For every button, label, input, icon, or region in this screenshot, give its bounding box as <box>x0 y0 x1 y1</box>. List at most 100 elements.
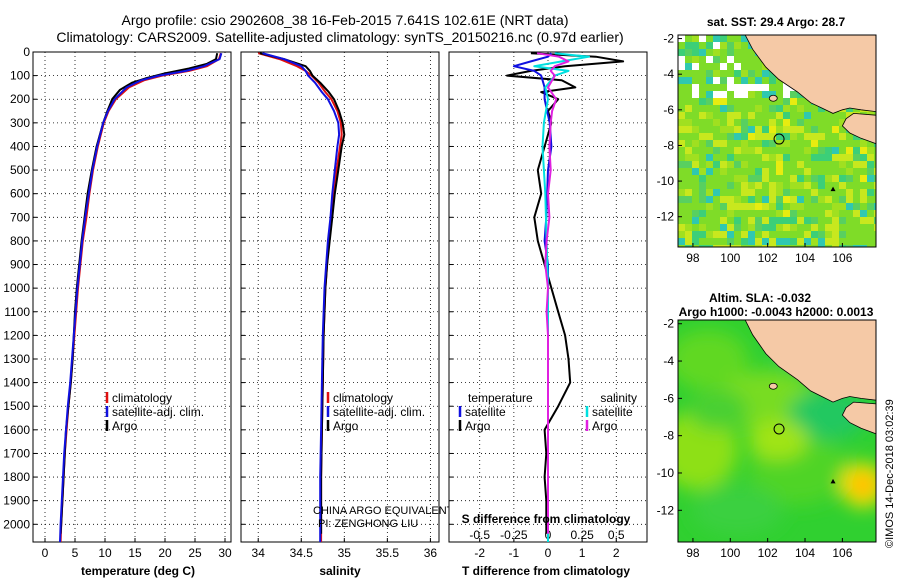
sst-map-cell <box>678 231 685 238</box>
sst-map-cell <box>713 189 720 196</box>
difference-panel: -2 -1 0 1 2-0.5 -0.25 0 0.25 0.5temperaturesatel… <box>448 51 648 578</box>
sst-map-cell <box>860 196 867 203</box>
sst-map-cell <box>755 175 762 182</box>
sst-map-cell <box>832 154 839 161</box>
sst-map-cell <box>699 189 706 196</box>
sst-map-cell <box>720 245 727 247</box>
depth-tick-label: 1300 <box>3 352 30 366</box>
sst-map-cell <box>720 126 727 133</box>
depth-tick-label: 1100 <box>4 305 30 319</box>
sst-map-island <box>768 94 778 102</box>
sst-map-cell <box>776 238 783 245</box>
difference-xtick-label: 0 <box>545 546 552 560</box>
sst-map-cell <box>804 231 811 238</box>
sst-map-cell <box>825 196 832 203</box>
sst-map-xtick-label: 102 <box>758 251 778 265</box>
sst-map-cell <box>776 168 783 175</box>
sst-map-cell <box>748 133 755 140</box>
sst-map-cell <box>853 161 860 168</box>
sst-map-cell <box>853 147 860 154</box>
sst-map-cell <box>706 98 713 105</box>
sst-map-cell <box>755 217 762 224</box>
sst-map-cell <box>741 161 748 168</box>
sst-map-sumatra-land <box>744 35 876 114</box>
sst-map-cell <box>839 231 846 238</box>
sst-map-cell <box>818 175 825 182</box>
sst-map-cell <box>762 154 769 161</box>
sst-map-cell <box>839 217 846 224</box>
sst-map-cell <box>713 245 720 247</box>
sst-map-cell <box>839 175 846 182</box>
sst-map-cell <box>846 189 853 196</box>
sst-map-cell <box>741 126 748 133</box>
sst-map-cell <box>804 147 811 154</box>
sst-map-cell <box>790 224 797 231</box>
sst-map-cell <box>762 126 769 133</box>
sst-map-cell <box>706 140 713 147</box>
sst-map-cell <box>706 133 713 140</box>
sst-map-cell <box>692 42 699 49</box>
temperature-xtick-label: 15 <box>128 546 142 560</box>
sst-map-cell <box>811 126 818 133</box>
sst-map-cell <box>748 196 755 203</box>
sst-map-cell <box>713 42 720 49</box>
sst-map-cell <box>748 217 755 224</box>
sst-map-cell <box>783 133 790 140</box>
sst-map-cell <box>874 224 876 231</box>
sst-map-cell <box>811 238 818 245</box>
sst-map-cell <box>825 154 832 161</box>
sst-map-cell <box>734 196 741 203</box>
sst-map-cell <box>755 238 762 245</box>
sst-map-cell <box>720 161 727 168</box>
sst-map-cell <box>797 182 804 189</box>
sst-map-cell <box>846 245 853 247</box>
sst-map-cell <box>839 203 846 210</box>
sst-map-cell <box>734 217 741 224</box>
sst-map-cell <box>783 112 790 119</box>
sst-map-cell <box>769 189 776 196</box>
sst-map-cell <box>769 224 776 231</box>
sst-map-cell <box>755 203 762 210</box>
sst-map-cell <box>685 196 692 203</box>
depth-tick-label: 100 <box>10 69 30 83</box>
sla-map-sumatra-land <box>744 320 876 403</box>
sst-map-cell <box>699 224 706 231</box>
depth-tick-label: 2000 <box>3 517 30 531</box>
sst-map-cell <box>706 245 713 247</box>
sla-map-xtick-label: 106 <box>832 546 852 560</box>
sst-map-cell <box>727 210 734 217</box>
argo-program-note: CHINA ARGO EQUIVALENT <box>313 505 454 517</box>
sst-map-cell <box>678 140 685 147</box>
t-legend-title: temperature <box>468 391 533 405</box>
sst-map-cell <box>699 231 706 238</box>
sst-map-cell <box>776 161 783 168</box>
sst-map-cell <box>727 56 734 63</box>
sst-map-cell <box>692 238 699 245</box>
sst-map-cell <box>769 105 776 112</box>
sst-map-cell <box>713 70 720 77</box>
sst-map-cell <box>755 126 762 133</box>
sla-map-ytick-label: -8 <box>663 429 674 443</box>
sst-map-cell <box>706 231 713 238</box>
sst-map-cell <box>860 140 867 147</box>
sst-map-cell <box>720 42 727 49</box>
sla-map-blob <box>788 390 868 440</box>
sst-map-cell <box>755 224 762 231</box>
sst-map-cell <box>727 133 734 140</box>
sst-map-cell <box>734 126 741 133</box>
sst-map-cell <box>825 231 832 238</box>
sst-map-cell <box>804 133 811 140</box>
sla-map-xtick-label: 102 <box>758 546 778 560</box>
sst-map-cell <box>783 238 790 245</box>
sst-map-cell <box>769 91 776 98</box>
sst-map-cell <box>755 105 762 112</box>
sst-map-cell <box>762 84 769 91</box>
sst-map-cell <box>720 168 727 175</box>
sst-map-cell <box>748 175 755 182</box>
sst-map-cell <box>706 203 713 210</box>
sst-map-cell <box>727 224 734 231</box>
sst-map-cell <box>741 77 748 84</box>
sst-map-cell <box>699 49 706 56</box>
difference-xtick-label: 1 <box>579 546 586 560</box>
sst-map-cell <box>748 147 755 154</box>
